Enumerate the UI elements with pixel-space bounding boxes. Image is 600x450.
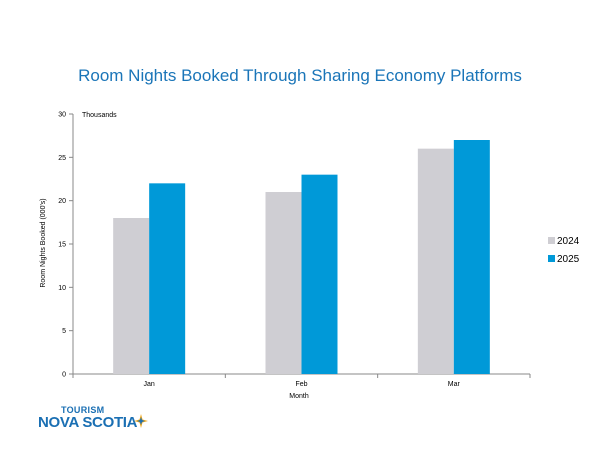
chart-title: Room Nights Booked Through Sharing Econo…: [78, 66, 522, 85]
y-axis: 0 5 10 15 20 25 30: [58, 112, 74, 379]
y-tick-label: 5: [62, 328, 66, 335]
bar-mar-2025: [453, 140, 490, 374]
y-tick-label: 10: [58, 285, 66, 292]
x-axis-title: Month: [289, 393, 309, 400]
bar-jan-2024: [113, 218, 150, 374]
x-axis: Jan Feb Mar: [72, 373, 531, 388]
y-tick-label: 30: [58, 112, 66, 119]
y-tick-label: 15: [58, 242, 66, 249]
legend-swatch-2024: [548, 237, 555, 244]
logo-line2: NOVA SCOTIA: [38, 414, 138, 431]
bar-jan-2025: [149, 183, 186, 374]
legend: 2024 2025: [548, 236, 580, 265]
x-tick-label: Feb: [295, 381, 307, 388]
y-tick-label: 0: [62, 372, 66, 379]
unit-label: Thousands: [82, 112, 117, 119]
bar-mar-2024: [417, 148, 454, 374]
legend-swatch-2025: [548, 255, 555, 262]
y-tick-label: 25: [58, 155, 66, 162]
y-axis-title: Room Nights Booked (000's): [40, 198, 47, 287]
compass-star-icon: [134, 414, 148, 428]
tourism-nova-scotia-logo: TOURISM NOVA SCOTIA: [38, 405, 148, 431]
bar-feb-2025: [301, 174, 338, 374]
bar-feb-2024: [265, 192, 302, 374]
x-tick-label: Jan: [144, 381, 155, 388]
y-tick-label: 20: [58, 198, 66, 205]
legend-label-2025: 2025: [557, 254, 580, 265]
x-tick-label: Mar: [448, 381, 461, 388]
logo-line1: TOURISM: [61, 405, 105, 415]
legend-label-2024: 2024: [557, 236, 580, 247]
bars: [113, 140, 490, 374]
